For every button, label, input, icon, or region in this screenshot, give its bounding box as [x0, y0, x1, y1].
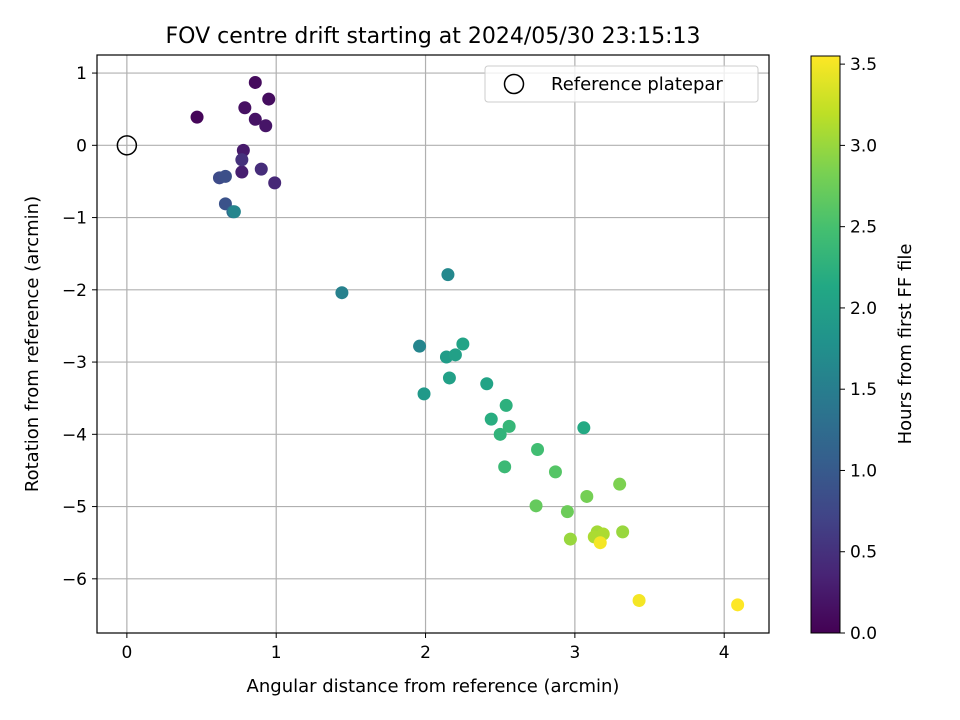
legend-label-reference-platepar: Reference platepar — [551, 74, 723, 95]
y-axis-label: Rotation from reference (arcmin) — [22, 196, 43, 492]
data-point — [413, 339, 427, 353]
x-axis-ticks: 0 1 2 3 4 — [121, 633, 730, 663]
data-point — [580, 489, 594, 503]
data-points — [190, 75, 745, 612]
data-point — [441, 268, 455, 282]
colorbar-tick-label: 1.5 — [850, 380, 877, 400]
y-tick-label: −3 — [62, 353, 87, 373]
data-point — [560, 505, 574, 519]
x-tick-label: 4 — [719, 643, 730, 663]
x-tick-label: 0 — [121, 643, 132, 663]
colorbar-tick-label: 2.5 — [850, 218, 877, 238]
legend-reference-marker — [503, 73, 525, 95]
data-point — [190, 110, 204, 124]
data-point — [499, 398, 513, 412]
data-point — [248, 75, 262, 89]
data-point — [259, 119, 273, 133]
x-axis-label: Angular distance from reference (arcmin) — [247, 676, 620, 697]
data-point — [238, 101, 252, 115]
data-point — [417, 387, 431, 401]
y-tick-label: −4 — [62, 425, 87, 445]
data-point — [502, 419, 516, 433]
y-axis-ticks: 1 0 −1 −2 −3 −4 −5 −6 — [62, 64, 97, 590]
reference-platepar-marker — [116, 135, 138, 156]
colorbar-tick-label: 2.0 — [850, 299, 877, 319]
data-point — [235, 165, 249, 179]
data-point — [442, 371, 456, 385]
data-point — [731, 598, 745, 612]
data-point — [548, 465, 562, 479]
data-point — [484, 412, 498, 426]
y-tick-label: 0 — [76, 136, 87, 156]
data-point — [335, 286, 349, 300]
legend-box — [484, 65, 759, 103]
y-tick-label: −5 — [62, 498, 87, 518]
colorbar — [810, 55, 841, 634]
data-point — [448, 348, 462, 362]
data-point — [577, 421, 591, 435]
grid-lines — [97, 55, 769, 633]
data-point — [456, 337, 470, 351]
data-point — [235, 153, 249, 167]
colorbar-tick-label: 0.5 — [850, 543, 877, 563]
x-tick-label: 2 — [420, 643, 431, 663]
x-tick-label: 1 — [271, 643, 282, 663]
data-point — [529, 499, 543, 513]
data-point — [480, 377, 494, 391]
colorbar-tick-label: 3.0 — [850, 136, 877, 156]
x-tick-label: 3 — [569, 643, 580, 663]
data-point — [563, 532, 577, 546]
chart-title: FOV centre drift starting at 2024/05/30 … — [166, 24, 701, 49]
y-tick-label: −1 — [62, 209, 87, 229]
data-point — [493, 427, 507, 441]
plot-frame — [96, 54, 770, 634]
legend: Reference platepar — [484, 65, 759, 103]
data-point — [227, 205, 241, 219]
colorbar-label: Hours from first FF file — [895, 244, 916, 445]
data-point — [254, 162, 268, 176]
y-tick-label: −2 — [62, 281, 87, 301]
data-point — [613, 477, 627, 491]
reference-marker-layer — [116, 135, 138, 156]
data-point — [593, 536, 607, 550]
data-point — [218, 169, 232, 183]
data-point — [262, 92, 276, 106]
y-tick-label: 1 — [76, 64, 87, 84]
data-point — [616, 525, 630, 539]
data-point — [632, 593, 646, 607]
data-point — [531, 442, 545, 456]
data-point — [498, 460, 512, 474]
y-tick-label: −6 — [62, 570, 87, 590]
colorbar-ticks: 0.0 0.5 1.0 1.5 2.0 2.5 3.0 3.5 — [840, 55, 877, 644]
data-point — [268, 176, 282, 190]
colorbar-tick-label: 3.5 — [850, 55, 877, 75]
colorbar-tick-label: 1.0 — [850, 461, 877, 481]
data-point — [248, 112, 262, 126]
colorbar-tick-label: 0.0 — [850, 624, 877, 644]
